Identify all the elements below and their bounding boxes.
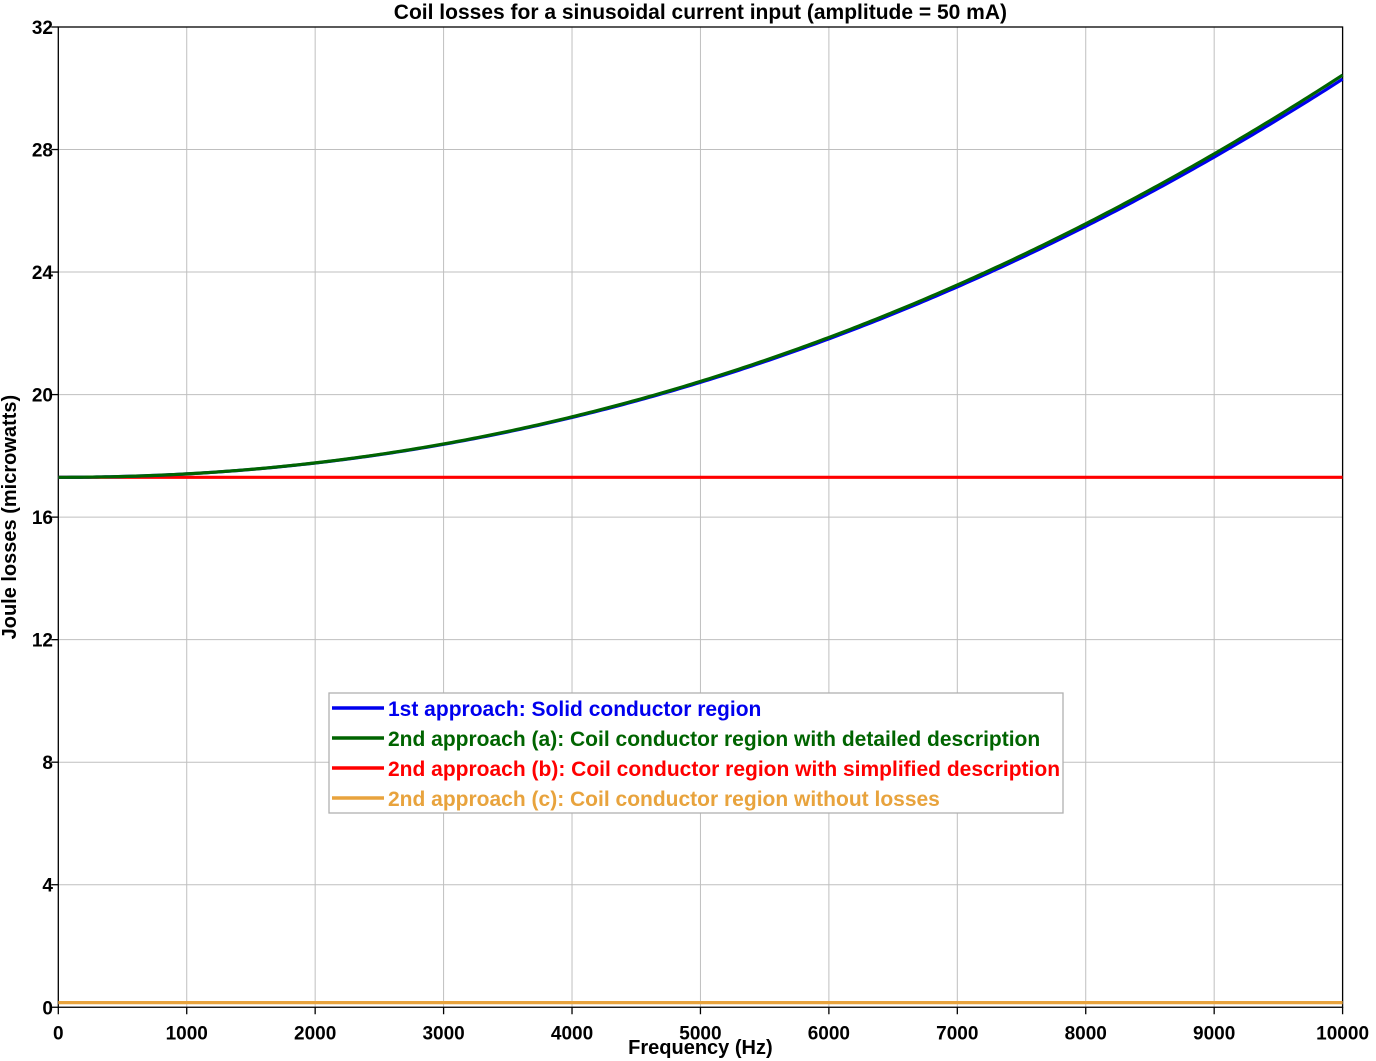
svg-text:Frequency (Hz): Frequency (Hz) <box>628 1037 772 1059</box>
svg-text:12: 12 <box>32 631 53 652</box>
svg-text:24: 24 <box>32 263 54 284</box>
svg-text:Joule losses (microwatts): Joule losses (microwatts) <box>0 395 21 640</box>
svg-text:10000: 10000 <box>1316 1023 1369 1044</box>
svg-text:4: 4 <box>42 876 53 897</box>
svg-text:2nd approach (a): Coil conduct: 2nd approach (a): Coil conductor region … <box>388 728 1040 751</box>
svg-text:3000: 3000 <box>422 1023 464 1044</box>
svg-text:16: 16 <box>32 508 53 529</box>
svg-text:2000: 2000 <box>294 1023 336 1044</box>
svg-text:4000: 4000 <box>551 1023 593 1044</box>
svg-text:32: 32 <box>32 18 53 39</box>
svg-text:0: 0 <box>53 1023 64 1044</box>
svg-text:Coil losses for a sinusoidal c: Coil losses for a sinusoidal current inp… <box>394 1 1007 24</box>
svg-text:9000: 9000 <box>1193 1023 1235 1044</box>
svg-text:8000: 8000 <box>1065 1023 1107 1044</box>
svg-text:7000: 7000 <box>936 1023 978 1044</box>
svg-text:6000: 6000 <box>808 1023 850 1044</box>
svg-text:2nd approach (c): Coil conduct: 2nd approach (c): Coil conductor region … <box>388 788 940 811</box>
svg-text:0: 0 <box>42 998 53 1019</box>
svg-text:8: 8 <box>42 753 53 774</box>
svg-text:1st approach: Solid conductor: 1st approach: Solid conductor region <box>388 698 761 721</box>
svg-text:20: 20 <box>32 386 53 407</box>
svg-text:2nd approach (b): Coil conduct: 2nd approach (b): Coil conductor region … <box>388 758 1060 781</box>
svg-text:1000: 1000 <box>166 1023 208 1044</box>
svg-text:28: 28 <box>32 141 53 162</box>
